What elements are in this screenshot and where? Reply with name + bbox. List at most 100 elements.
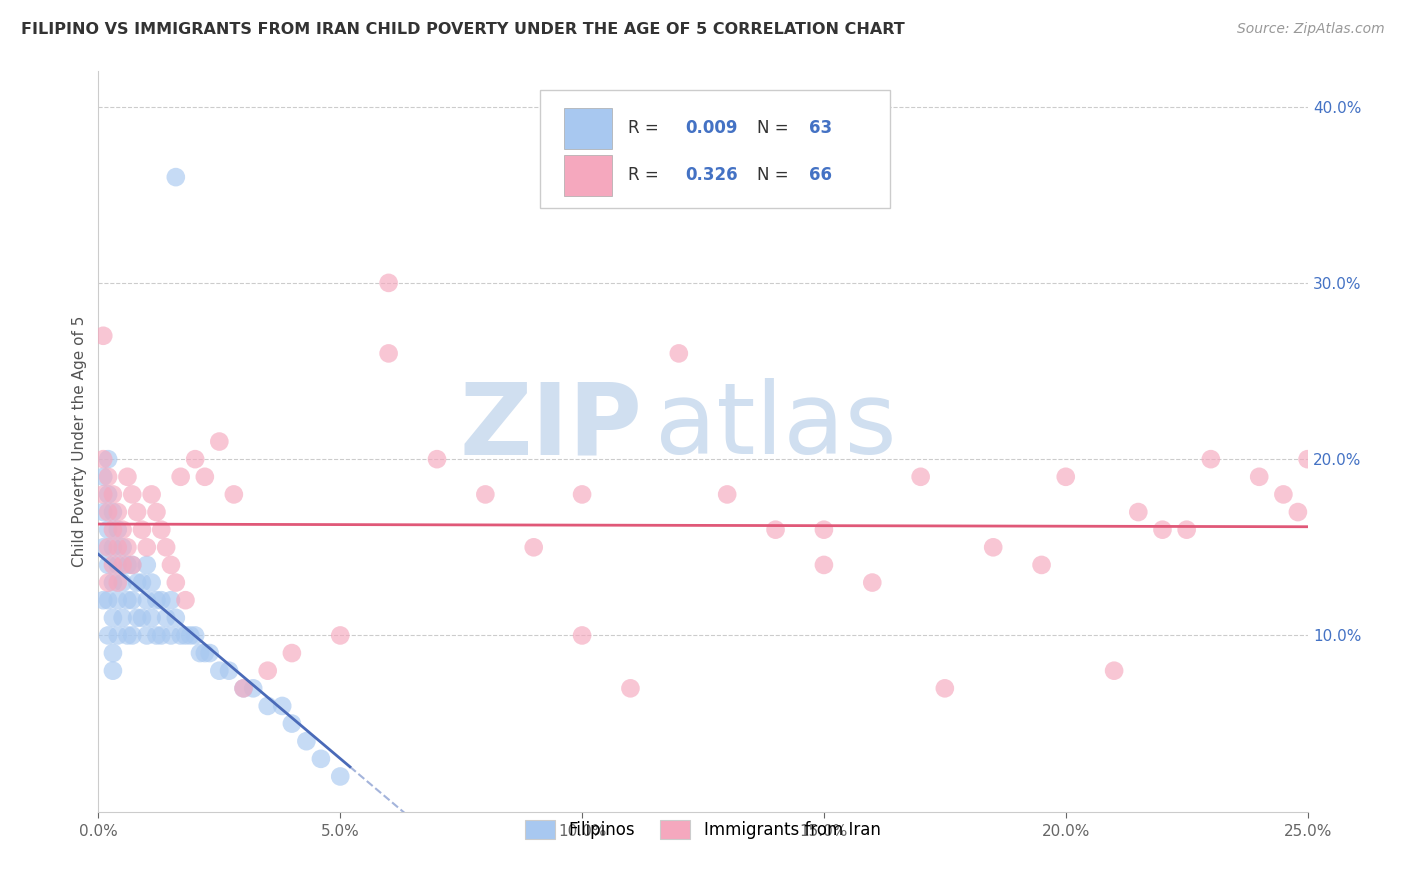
Point — [208, 664, 231, 678]
Point — [232, 681, 254, 696]
Point — [97, 593, 120, 607]
Point — [131, 523, 153, 537]
Text: 66: 66 — [810, 166, 832, 184]
Point — [117, 593, 139, 607]
FancyBboxPatch shape — [564, 109, 613, 149]
Point — [107, 541, 129, 555]
Point — [121, 628, 143, 642]
Point — [208, 434, 231, 449]
Point — [127, 505, 149, 519]
Point — [111, 611, 134, 625]
Point — [97, 575, 120, 590]
Point — [117, 628, 139, 642]
Point — [101, 611, 124, 625]
Point — [111, 575, 134, 590]
Point — [127, 611, 149, 625]
Point — [131, 575, 153, 590]
Point — [107, 628, 129, 642]
Point — [91, 541, 114, 555]
Point — [97, 523, 120, 537]
Point — [222, 487, 245, 501]
Point — [309, 752, 332, 766]
Point — [101, 664, 124, 678]
Point — [1199, 452, 1222, 467]
Point — [91, 328, 114, 343]
Text: ZIP: ZIP — [460, 378, 643, 475]
Point — [107, 593, 129, 607]
Point — [174, 628, 197, 642]
Point — [271, 698, 294, 713]
Point — [97, 505, 120, 519]
Point — [218, 664, 240, 678]
Text: 0.326: 0.326 — [685, 166, 738, 184]
Point — [97, 487, 120, 501]
Point — [169, 470, 191, 484]
Point — [131, 611, 153, 625]
Point — [813, 523, 835, 537]
Point — [242, 681, 264, 696]
Point — [188, 646, 211, 660]
Point — [1152, 523, 1174, 537]
Point — [97, 452, 120, 467]
Point — [145, 593, 167, 607]
Point — [1296, 452, 1319, 467]
Point — [329, 769, 352, 783]
Point — [571, 487, 593, 501]
Point — [169, 628, 191, 642]
Point — [91, 505, 114, 519]
Point — [121, 558, 143, 572]
Point — [101, 575, 124, 590]
Point — [101, 505, 124, 519]
Point — [295, 734, 318, 748]
Point — [174, 593, 197, 607]
Point — [121, 558, 143, 572]
Point — [194, 646, 217, 660]
Point — [101, 646, 124, 660]
Point — [111, 558, 134, 572]
Point — [981, 541, 1004, 555]
Point — [145, 505, 167, 519]
Point — [91, 593, 114, 607]
Point — [194, 470, 217, 484]
FancyBboxPatch shape — [564, 155, 613, 195]
Point — [860, 575, 883, 590]
Point — [141, 487, 163, 501]
Point — [141, 611, 163, 625]
Point — [716, 487, 738, 501]
Legend: Filipinos, Immigrants from Iran: Filipinos, Immigrants from Iran — [517, 812, 889, 847]
Text: 0.009: 0.009 — [685, 120, 737, 137]
Point — [765, 523, 787, 537]
Point — [91, 470, 114, 484]
FancyBboxPatch shape — [540, 90, 890, 209]
Point — [910, 470, 932, 484]
Point — [91, 452, 114, 467]
Point — [97, 541, 120, 555]
Point — [160, 593, 183, 607]
Point — [668, 346, 690, 360]
Point — [150, 593, 173, 607]
Point — [232, 681, 254, 696]
Point — [160, 558, 183, 572]
Point — [1128, 505, 1150, 519]
Point — [141, 575, 163, 590]
Point — [150, 523, 173, 537]
Point — [117, 470, 139, 484]
Point — [107, 558, 129, 572]
Point — [150, 628, 173, 642]
Point — [281, 716, 304, 731]
Text: 63: 63 — [810, 120, 832, 137]
Point — [165, 575, 187, 590]
Point — [121, 487, 143, 501]
Point — [329, 628, 352, 642]
Point — [198, 646, 221, 660]
Point — [165, 170, 187, 185]
Point — [111, 523, 134, 537]
Point — [101, 487, 124, 501]
Point — [184, 628, 207, 642]
Point — [377, 276, 399, 290]
Point — [165, 611, 187, 625]
Point — [1286, 505, 1309, 519]
Point — [155, 611, 177, 625]
Point — [135, 558, 157, 572]
Text: Source: ZipAtlas.com: Source: ZipAtlas.com — [1237, 22, 1385, 37]
